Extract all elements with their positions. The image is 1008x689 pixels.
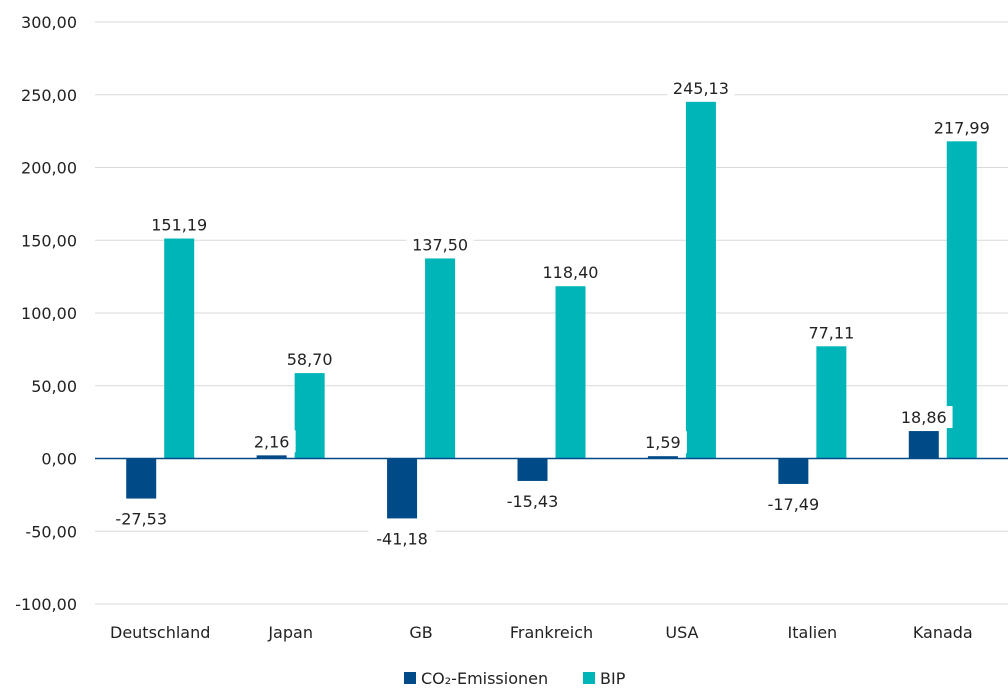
bar-bip xyxy=(164,238,195,459)
bar-co2 xyxy=(387,458,418,519)
data-label-bg xyxy=(499,489,566,512)
bar-bip xyxy=(946,141,977,459)
y-tick-label: 250,00 xyxy=(21,86,77,105)
y-axis-ticks: 300,00 250,00 200,00 150,00 100,00 50,00 0,00 -… xyxy=(15,13,77,614)
data-label: -15,43 xyxy=(507,492,559,511)
bar-co2 xyxy=(256,455,287,459)
bar-co2 xyxy=(126,458,157,499)
data-label: 58,70 xyxy=(287,350,333,369)
data-label-bg xyxy=(247,430,296,453)
bar-co2 xyxy=(908,431,939,459)
category-label: Kanada xyxy=(913,623,973,642)
legend-swatch-co2 xyxy=(404,672,416,684)
data-label-bg xyxy=(928,116,996,139)
bar-bip xyxy=(816,346,847,459)
data-label-bg xyxy=(280,348,339,371)
y-tick-label: 50,00 xyxy=(31,377,77,396)
data-label-bg xyxy=(537,261,604,284)
y-tick-label: 300,00 xyxy=(21,13,77,32)
data-label-bg xyxy=(406,233,474,256)
category-label: Deutschland xyxy=(110,623,210,642)
legend: CO₂-Emissionen BIP xyxy=(404,669,626,688)
data-label: -27,53 xyxy=(115,510,167,529)
data-label-bg xyxy=(895,406,953,429)
legend-swatch-bip xyxy=(583,672,595,684)
data-label: 217,99 xyxy=(934,118,990,137)
data-label: 1,59 xyxy=(645,433,681,452)
data-labels: -27,53 151,19 2,16 58,70 -41,18 137,50 -15,43 1… xyxy=(107,76,996,550)
y-tick-label: -50,00 xyxy=(25,522,77,541)
data-label-bg xyxy=(107,507,175,530)
legend-label-co2: CO₂-Emissionen xyxy=(421,669,548,688)
bars xyxy=(126,101,977,519)
bar-co2 xyxy=(778,458,809,484)
bar-co2 xyxy=(647,456,678,459)
category-labels: Deutschland Japan GB Frankreich USA Italien Ka… xyxy=(110,623,973,642)
data-label-bg xyxy=(667,76,735,99)
y-tick-label: 150,00 xyxy=(21,231,77,250)
bar-bip xyxy=(294,373,325,459)
y-tick-label: -100,00 xyxy=(15,595,77,614)
bar-bip xyxy=(425,258,456,459)
data-label: 2,16 xyxy=(254,432,290,451)
data-label-bg xyxy=(759,492,827,515)
category-label: Italien xyxy=(788,623,838,642)
data-label: 151,19 xyxy=(151,216,207,235)
category-label: Frankreich xyxy=(510,623,593,642)
category-label: GB xyxy=(409,623,432,642)
category-label: USA xyxy=(665,623,698,642)
data-label: 118,40 xyxy=(543,263,599,282)
data-label: -17,49 xyxy=(768,495,820,514)
bar-co2 xyxy=(517,458,548,481)
data-label-bg xyxy=(638,431,687,454)
data-label: 137,50 xyxy=(412,235,468,254)
data-label: 245,13 xyxy=(673,79,729,98)
data-label-bg xyxy=(145,213,213,236)
data-label-bg xyxy=(368,527,436,550)
gridlines xyxy=(95,21,1008,605)
bar-bip xyxy=(555,286,586,459)
bar-bip xyxy=(685,101,716,459)
data-label: 77,11 xyxy=(808,323,854,342)
data-label-bg xyxy=(802,321,861,344)
legend-label-bip: BIP xyxy=(600,669,626,688)
y-tick-label: 0,00 xyxy=(41,450,77,469)
y-tick-label: 100,00 xyxy=(21,304,77,323)
category-label: Japan xyxy=(267,623,313,642)
data-label: -41,18 xyxy=(376,529,428,548)
y-tick-label: 200,00 xyxy=(21,159,77,178)
data-label: 18,86 xyxy=(901,408,947,427)
